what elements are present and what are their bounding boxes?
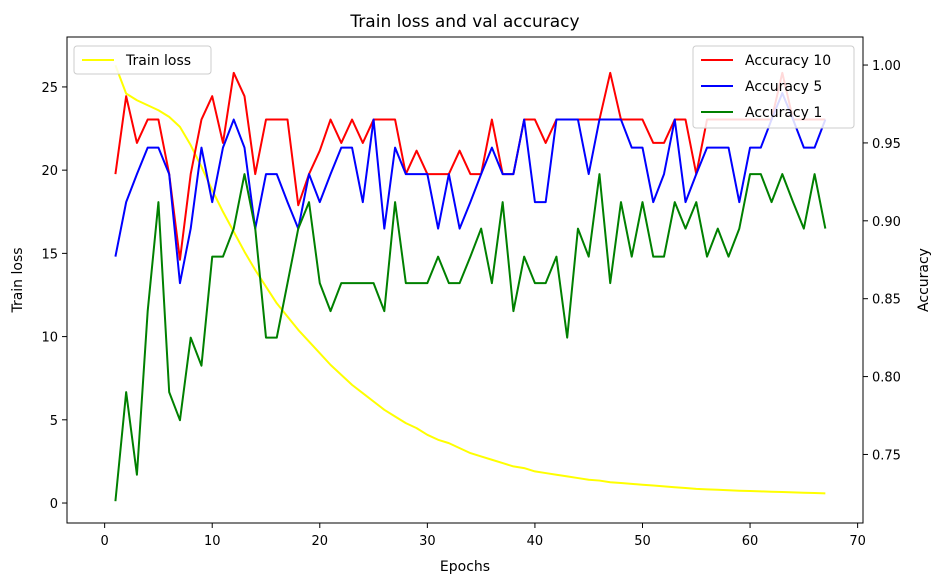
y-right-tick-label: 1.00	[872, 59, 901, 74]
x-tick-label: 10	[204, 534, 221, 549]
x-axis: 0 10 20 30 40 50 60 70	[101, 523, 866, 549]
x-tick-label: 20	[312, 534, 329, 549]
legend-label-accuracy-10: Accuracy 10	[745, 53, 831, 69]
y-left-tick-label: 10	[41, 331, 58, 346]
x-tick-label: 70	[849, 534, 866, 549]
x-tick-label: 0	[101, 534, 109, 549]
legend-right: Accuracy 10 Accuracy 5 Accuracy 1	[692, 45, 855, 129]
legend-label-train-loss: Train loss	[125, 53, 191, 69]
legend-label-accuracy-1: Accuracy 1	[745, 105, 822, 121]
x-tick-label: 40	[527, 534, 544, 549]
series-line-train-loss	[114, 64, 826, 495]
y-right-tick-label: 0.80	[872, 371, 901, 386]
y-right-tick-label: 0.95	[872, 137, 901, 152]
y-left-tick-label: 15	[41, 247, 58, 262]
y-axis-left: 0 5 10 15 20 25	[41, 81, 67, 512]
y-axis-left-label: Train loss	[10, 247, 26, 313]
x-tick-label: 60	[742, 534, 759, 549]
y-left-tick-label: 0	[50, 497, 58, 512]
legend-label-accuracy-5: Accuracy 5	[745, 79, 822, 95]
series-line-accuracy-1	[114, 173, 827, 502]
y-left-tick-label: 5	[50, 414, 58, 429]
series-line-accuracy-5	[114, 92, 827, 285]
legend-left: Train loss	[73, 45, 212, 75]
y-left-tick-label: 25	[41, 81, 58, 96]
x-tick-label: 50	[634, 534, 651, 549]
y-right-tick-label: 0.85	[872, 293, 901, 308]
plot-area	[114, 64, 827, 502]
y-right-tick-label: 0.90	[872, 215, 901, 230]
plot-frame	[66, 36, 864, 524]
y-axis-right: 0.75 0.80 0.85 0.90 0.95 1.00	[863, 59, 901, 463]
x-tick-label: 30	[419, 534, 436, 549]
legend-right-frame	[692, 45, 855, 129]
chart-title: Train loss and val accuracy	[349, 12, 579, 32]
legend-left-frame	[73, 45, 212, 75]
x-axis-label: Epochs	[440, 559, 490, 575]
y-right-tick-label: 0.75	[872, 448, 901, 463]
y-axis-right-label: Accuracy	[916, 248, 932, 312]
y-left-tick-label: 20	[41, 164, 58, 179]
